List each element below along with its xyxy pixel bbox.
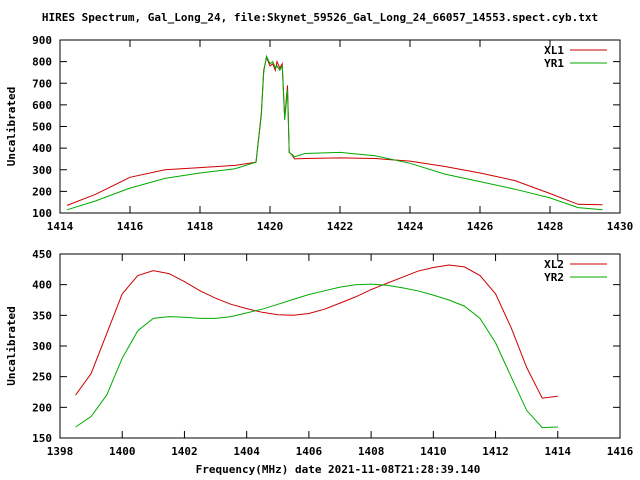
plot-frame-2 [59,253,621,439]
y-tick-label: 400 [32,279,52,292]
y-tick-label: 300 [32,340,52,353]
x-tick-label: 1422 [327,220,354,233]
y-tick-label: 900 [32,34,52,47]
plot-frame-1 [59,39,621,214]
y-tick-label: 200 [32,401,52,414]
y-axis-label-2: Uncalibrated [5,306,18,385]
series-line-yr1 [66,54,603,211]
y-tick-label: 100 [32,207,52,220]
y-tick-label: 700 [32,77,52,90]
legend-label-yr1: YR1 [544,57,564,70]
x-tick-label: 1414 [545,445,572,458]
x-tick-label: 1420 [257,220,284,233]
series-line-xl2 [75,264,558,399]
x-tick-label: 1406 [296,445,323,458]
y-tick-label: 800 [32,56,52,69]
x-tick-label: 1416 [607,445,634,458]
x-tick-label: 1404 [233,445,260,458]
legend-label-yr2: YR2 [544,271,564,284]
series-line-yr2 [75,283,558,429]
x-tick-label: 1428 [537,220,564,233]
x-tick-label: 1408 [358,445,385,458]
x-tick-label: 1426 [467,220,494,233]
legend-label-xl1: XL1 [544,44,564,57]
x-tick-label: 1410 [420,445,447,458]
x-tick-label: 1430 [607,220,634,233]
y-tick-label: 450 [32,248,52,261]
x-tick-label: 1414 [47,220,74,233]
x-tick-label: 1418 [187,220,214,233]
y-tick-label: 250 [32,371,52,384]
legend-label-xl2: XL2 [544,258,564,271]
y-tick-label: 350 [32,309,52,322]
x-tick-label: 1402 [171,445,198,458]
series-line-xl1 [66,55,603,206]
chart-title: HIRES Spectrum, Gal_Long_24, file:Skynet… [41,11,599,24]
x-tick-label: 1412 [482,445,509,458]
y-tick-label: 400 [32,142,52,155]
y-axis-label-1: Uncalibrated [5,87,18,166]
y-tick-label: 600 [32,99,52,112]
x-tick-label: 1400 [109,445,136,458]
x-axis-label: Frequency(MHz) date 2021-11-08T21:28:39.… [195,463,481,476]
y-tick-label: 200 [32,185,52,198]
y-tick-label: 300 [32,164,52,177]
x-tick-label: 1398 [47,445,74,458]
y-tick-label: 500 [32,121,52,134]
x-tick-label: 1416 [117,220,144,233]
y-tick-label: 150 [32,432,52,445]
x-tick-label: 1424 [397,220,424,233]
